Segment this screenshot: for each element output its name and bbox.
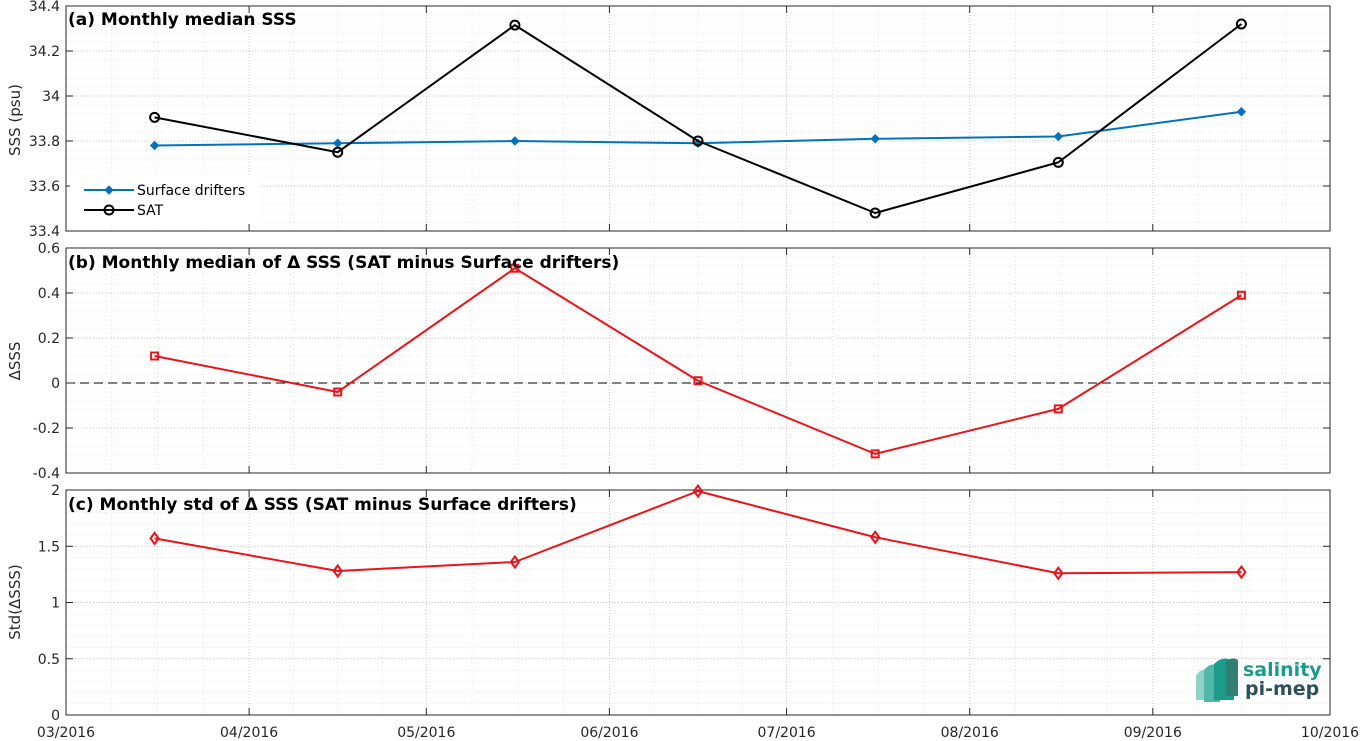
- xtick-label: 05/2016: [397, 725, 455, 741]
- panel-b-series-1-line: [154, 267, 1242, 455]
- xtick-label: 06/2016: [580, 725, 638, 741]
- legend-label-sat: SAT: [137, 203, 164, 219]
- panel-c: 0 0.5 1 1.5 2: [38, 483, 1331, 724]
- panel-b-ytick-label: 0.2: [38, 331, 60, 347]
- panel-b-ytick-label: 0.6: [38, 241, 60, 257]
- panel-c-series-1-point: [1236, 564, 1247, 580]
- panel-c-ytick-label: 0: [51, 708, 60, 724]
- panel-b-ytick-label: -0.4: [33, 466, 60, 482]
- logo-wave-icon: [1196, 658, 1238, 702]
- panel-a-series-2-line: [154, 23, 1243, 214]
- panel-b-series-1-point: [150, 351, 160, 361]
- xtick-label: 04/2016: [220, 725, 278, 741]
- panel-c-ytick-label: 1.5: [38, 539, 60, 555]
- panel-c-ylabel: Std(ΔSSS): [6, 564, 24, 639]
- panel-a-series-1-point: [510, 136, 520, 146]
- xtick-label: 10/2016: [1301, 725, 1359, 741]
- panel-c-series-1-point: [149, 531, 160, 546]
- panel-a-series-1-point: [149, 140, 160, 151]
- panel-a-ytick-label: 34.2: [29, 44, 60, 60]
- panel-b-ytick-label: 0: [51, 376, 60, 392]
- panel-c-title: (c) Monthly std of Δ SSS (SAT minus Surf…: [68, 495, 577, 515]
- panel-a-title: (a) Monthly median SSS: [68, 10, 297, 30]
- panel-a-series-2-point: [1235, 18, 1247, 30]
- panel-b: -0.4 -0.2 0 0.2 0.4 0.6: [33, 241, 1331, 482]
- panel-b-series-1-point: [870, 449, 880, 459]
- panel-a-ytick-label: 34.4: [29, 0, 60, 15]
- panel-a-series-1-point: [332, 138, 343, 148]
- legend: Surface drifters SAT: [70, 176, 260, 224]
- panel-b-series-1-point: [510, 263, 520, 273]
- panel-a-series-1-point: [1236, 107, 1247, 117]
- panel-a: 33.4 33.6 33.8 34 34.2 34.4: [29, 0, 1331, 240]
- panel-a-axes-box: [65, 5, 1331, 232]
- xtick-label: 07/2016: [758, 725, 816, 741]
- panel-b-series-1-point: [333, 387, 343, 397]
- legend-marker-drifters: [104, 185, 114, 195]
- panel-a-ylabel: SSS (psu): [6, 84, 24, 156]
- legend-box: [70, 176, 260, 224]
- panel-b-series-1-point: [1053, 404, 1063, 414]
- panel-a-series-2-point: [869, 207, 881, 219]
- panel-c-ytick-label: 1: [51, 596, 60, 612]
- logo-text-line1: salinity: [1243, 659, 1322, 681]
- panel-a-ytick-label: 33.6: [29, 179, 60, 195]
- panel-a-ytick-label: 33.8: [29, 134, 60, 150]
- panel-c-series-1-point: [332, 563, 343, 579]
- panel-a-series-1-point: [870, 134, 880, 144]
- panel-a-series-2-point: [149, 111, 161, 123]
- panel-a-series-2-point: [509, 19, 521, 31]
- panel-b-ytick-label: 0.4: [38, 286, 60, 302]
- panel-b-series-1-point: [1236, 290, 1246, 300]
- panel-b-axes-box: [65, 247, 1331, 474]
- panel-c-ytick-label: 0.5: [38, 652, 60, 668]
- panel-c-series-1-point: [869, 530, 881, 545]
- panel-b-title: (b) Monthly median of Δ SSS (SAT minus S…: [68, 253, 619, 273]
- xtick-label: 09/2016: [1124, 725, 1182, 741]
- salinity-pi-mep-logo: salinity pi-mep: [1196, 658, 1322, 702]
- panel-b-ylabel: ΔSSS: [6, 342, 24, 381]
- panel-a-series-2-point: [332, 146, 344, 158]
- panel-c-series-1-point: [1053, 566, 1064, 581]
- panel-a-series-2-point: [1052, 156, 1064, 168]
- panel-c-series-1-point: [509, 554, 521, 570]
- panel-a-ytick-label: 34: [42, 89, 60, 105]
- xtick-label: 08/2016: [941, 725, 999, 741]
- logo-text-line2: pi-mep: [1245, 678, 1319, 700]
- legend-marker-sat: [103, 204, 115, 216]
- panel-b-series-1-point: [693, 376, 703, 386]
- panel-c-series-1-point: [692, 483, 704, 499]
- panel-a-series-2-point: [692, 135, 704, 147]
- panel-a-series-1-point: [1053, 131, 1064, 142]
- panel-a-ytick-label: 33.4: [29, 224, 60, 240]
- xtick-label: 03/2016: [37, 725, 95, 741]
- panel-c-series-1-line: [154, 490, 1242, 575]
- legend-label-drifters: Surface drifters: [137, 183, 245, 199]
- panel-b-ytick-label: -0.2: [33, 421, 60, 437]
- panel-c-ytick-label: 2: [51, 483, 60, 499]
